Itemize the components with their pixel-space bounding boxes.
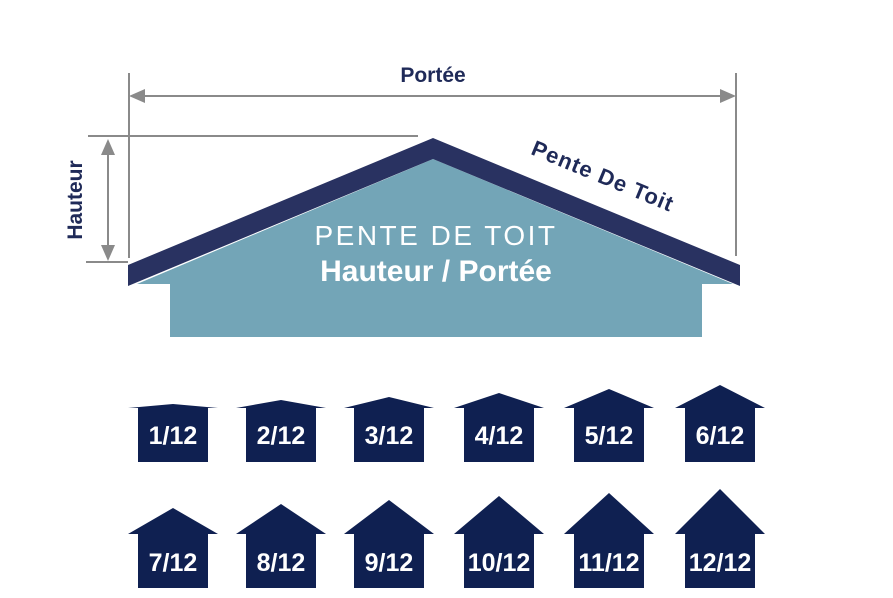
pitch-house-shape <box>128 404 218 462</box>
height-arrowhead-bottom-icon <box>101 245 115 261</box>
house-illustration: PENTE DE TOIT Hauteur / Portée Pente De … <box>128 135 740 337</box>
pitch-house: 12/12 <box>675 489 765 588</box>
pitch-house-shape <box>675 489 765 588</box>
pitch-house: 7/12 <box>128 508 218 588</box>
pitch-house-shape <box>454 496 544 588</box>
pitch-house-label: 3/12 <box>365 422 414 450</box>
pitch-house-shape <box>564 389 654 462</box>
pitch-house: 5/12 <box>564 389 654 462</box>
height-dimension: Hauteur <box>64 135 418 263</box>
height-arrowhead-top-icon <box>101 139 115 155</box>
pitch-house-label: 8/12 <box>257 549 306 577</box>
pitch-house-label: 12/12 <box>689 549 752 577</box>
pitch-house: 3/12 <box>344 397 434 462</box>
pitch-house: 6/12 <box>675 385 765 462</box>
pitch-house-label: 7/12 <box>149 549 198 577</box>
pitch-house-shape <box>675 385 765 462</box>
pitch-house-label: 1/12 <box>149 422 198 450</box>
pitch-house: 2/12 <box>236 400 326 462</box>
pitch-house-label: 9/12 <box>365 549 414 577</box>
formula-title: PENTE DE TOIT <box>314 220 557 251</box>
span-dimension: Portée <box>128 64 737 258</box>
formula-text: Hauteur / Portée <box>320 255 552 288</box>
pitch-house-label: 11/12 <box>578 549 639 577</box>
pitch-house-shape <box>344 500 434 588</box>
pitch-house: 11/12 <box>564 493 654 588</box>
pitch-house: 1/12 <box>128 404 218 462</box>
height-label: Hauteur <box>64 160 87 239</box>
pitch-house-shape <box>454 393 544 462</box>
pitch-house: 10/12 <box>454 496 544 588</box>
pitch-house-label: 5/12 <box>585 422 634 450</box>
pitch-house-shape <box>344 397 434 462</box>
span-label: Portée <box>400 64 465 87</box>
pitch-house-label: 6/12 <box>696 422 745 450</box>
pitch-house: 4/12 <box>454 393 544 462</box>
house-body <box>170 283 702 337</box>
pitch-house-label: 2/12 <box>257 422 306 450</box>
pitch-house-shape <box>236 504 326 588</box>
pitch-house-shape <box>128 508 218 588</box>
pitch-house-label: 10/12 <box>468 549 531 577</box>
span-arrowhead-left-icon <box>129 89 145 103</box>
pitch-house: 9/12 <box>344 500 434 588</box>
house-gable <box>137 159 733 284</box>
span-arrowhead-right-icon <box>720 89 736 103</box>
pitch-house-shape <box>236 400 326 462</box>
pitch-house: 8/12 <box>236 504 326 588</box>
pitch-house-label: 4/12 <box>475 422 524 450</box>
pitch-house-shape <box>564 493 654 588</box>
